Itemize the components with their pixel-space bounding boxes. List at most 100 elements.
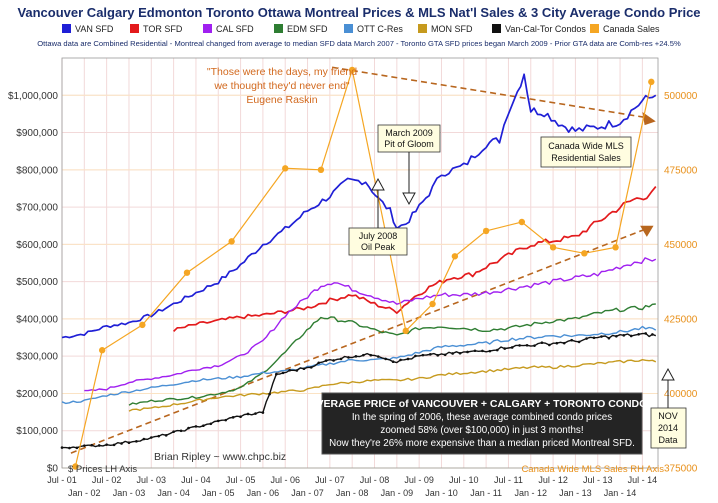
legend-label-cal-sfd: CAL SFD: [216, 24, 254, 34]
legend-label-mon-sfd: MON SFD: [431, 24, 473, 34]
series-point-van-cal-tor-condos: [274, 372, 278, 376]
legend-label-ott-c-res: OTT C-Res: [357, 24, 403, 34]
series-line-van-sfd: [61, 73, 657, 339]
series-point-van-cal-tor-condos: [187, 426, 190, 430]
series-point-van-cal-tor-condos: [629, 334, 633, 338]
series-point-van-cal-tor-condos: [339, 357, 343, 361]
left-axis-tick-label: $900,000: [16, 128, 58, 139]
march-2009-line-1: March 2009: [385, 128, 433, 138]
series-line-tor-sfd: [173, 186, 657, 333]
series-point-van-cal-tor-condos: [317, 361, 321, 365]
series-mon-sfd: [128, 359, 657, 412]
series-point-van-cal-tor-condos: [570, 338, 573, 342]
july-2008-line-2: Oil Peak: [361, 242, 396, 252]
series-point-van-cal-tor-condos: [540, 341, 544, 345]
x-axis-tick-label: Jul - 09: [404, 475, 434, 485]
series-point-van-cal-tor-condos: [436, 354, 440, 357]
canada-mls-line-2: Residential Sales: [551, 153, 621, 163]
series-point-van-cal-tor-condos: [384, 357, 387, 361]
series-point-canada-sales: [139, 321, 146, 329]
series-point-canada-sales: [518, 218, 526, 226]
series-point-canada-sales: [183, 269, 191, 276]
series-point-van-cal-tor-condos: [239, 415, 242, 418]
x-axis-tick-label: Jan - 12: [514, 488, 547, 498]
credit-text: Brian Ripley ~ www.chpc.biz: [154, 451, 286, 463]
series-point-van-cal-tor-condos: [577, 340, 581, 344]
series-van-cal-tor-condos: [60, 332, 657, 450]
x-axis-tick-label: Jul - 13: [583, 475, 613, 485]
x-axis-tick-label: Jan - 14: [604, 488, 637, 498]
series-point-canada-sales: [482, 227, 490, 235]
series-point-van-cal-tor-condos: [488, 349, 492, 353]
left-axis-tick-label: $100,000: [16, 426, 58, 437]
left-axis-label: $ Prices LH Axis: [68, 464, 137, 475]
x-axis-tick-label: Jan - 06: [247, 488, 280, 498]
series-point-van-cal-tor-condos: [592, 336, 596, 340]
x-axis-tick-label: Jan - 13: [559, 488, 592, 498]
legend-label-edm-sfd: EDM SFD: [287, 24, 328, 34]
march-2009-line-2: Pit of Gloom: [384, 139, 434, 149]
left-axis-tick-label: $200,000: [16, 389, 58, 400]
x-axis-tick-label: Jul - 08: [360, 475, 390, 485]
series-point-van-cal-tor-condos: [75, 446, 79, 450]
x-axis-tick-label: Jan - 10: [425, 488, 458, 498]
legend-swatch-ott-c-res: [344, 24, 353, 33]
series-point-van-cal-tor-condos: [142, 437, 146, 441]
series-point-van-cal-tor-condos: [466, 350, 469, 354]
x-axis-tick-label: Jul - 10: [449, 475, 479, 485]
legend-label-van-cal-tor-condos: Van-Cal-Tor Condos: [505, 24, 586, 34]
series-point-canada-sales: [282, 165, 289, 172]
plot-frame: [61, 57, 659, 469]
series-point-van-cal-tor-condos: [254, 412, 257, 415]
sales-trend-arrowhead: [642, 112, 656, 126]
x-axis-tick-label: Jul - 02: [92, 475, 122, 485]
july-2008-arrowhead: [371, 177, 385, 191]
right-axis-tick-label: 400000: [664, 389, 698, 400]
series-point-van-cal-tor-condos: [216, 419, 220, 423]
series-canada-sales: [72, 66, 655, 470]
series-point-van-cal-tor-condos: [127, 441, 131, 444]
series-point-van-cal-tor-condos: [399, 358, 402, 362]
series-point-van-cal-tor-condos: [651, 333, 654, 336]
series-cal-sfd: [84, 257, 657, 392]
x-axis-tick-label: Jul - 04: [181, 475, 211, 485]
series-point-canada-sales: [228, 238, 235, 245]
series-point-van-cal-tor-condos: [615, 334, 618, 338]
series-point-van-cal-tor-condos: [60, 446, 64, 449]
nov-2014-callout: NOV 2014 Data: [650, 367, 687, 449]
series-point-van-cal-tor-condos: [332, 359, 335, 362]
right-axis-tick-label: 425000: [664, 314, 698, 325]
left-axis-tick-label: $700,000: [16, 203, 58, 214]
series-point-van-cal-tor-condos: [443, 353, 447, 357]
canada-mls-line-1: Canada Wide MLS: [548, 141, 624, 151]
right-axis-tick-label: 375000: [664, 464, 698, 475]
x-axis-tick-label: Jul - 03: [137, 475, 167, 485]
series-point-canada-sales: [429, 300, 436, 308]
legend-swatch-cal-sfd: [203, 24, 212, 33]
series-point-van-cal-tor-condos: [172, 430, 175, 434]
condo-note-line-2: zoomed 58% (over $100,000) in just 3 mon…: [380, 425, 583, 436]
series-point-van-cal-tor-condos: [607, 336, 611, 340]
left-axis-tick-label: $800,000: [16, 165, 58, 176]
series-point-van-cal-tor-condos: [406, 357, 410, 361]
nov-2014-arrowhead: [661, 367, 675, 381]
series-point-van-cal-tor-condos: [295, 369, 299, 372]
left-axis-tick-label: $300,000: [16, 352, 58, 363]
series-point-van-cal-tor-condos: [149, 436, 153, 439]
condo-note-heading: AVERAGE PRICE of VANCOUVER + CALGARY + T…: [310, 398, 655, 410]
series-van-sfd: [61, 73, 657, 339]
series-line-ott-c-res: [61, 325, 657, 405]
condo-note-line-1: In the spring of 2006, these average com…: [352, 412, 612, 423]
series-line-cal-sfd: [84, 257, 657, 392]
series-edm-sfd: [128, 303, 656, 406]
series-point-van-cal-tor-condos: [525, 343, 529, 347]
series-point-van-cal-tor-condos: [376, 355, 380, 358]
series-point-van-cal-tor-condos: [164, 434, 168, 437]
series-point-van-cal-tor-condos: [362, 353, 365, 357]
series-point-van-cal-tor-condos: [97, 444, 101, 447]
series-point-canada-sales: [648, 78, 655, 86]
series-point-van-cal-tor-condos: [562, 341, 566, 345]
series-point-van-cal-tor-condos: [68, 446, 71, 450]
series-ott-c-res: [61, 325, 657, 405]
